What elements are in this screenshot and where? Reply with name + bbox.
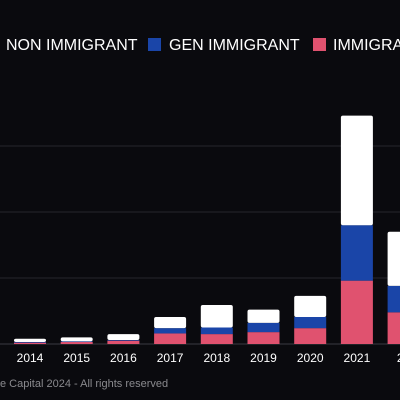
copyright-footer: e Capital 2024 - All rights reserved xyxy=(0,378,168,390)
x-tick-label-2022: 20 xyxy=(397,351,400,365)
legend-label-gen-immigrant: GEN IMMIGRANT xyxy=(169,37,300,54)
bar-immigrant-2022 xyxy=(387,312,400,344)
bar-immigrant-2014 xyxy=(14,342,46,344)
legend-label-immigrant: IMMIGRA xyxy=(333,37,400,54)
x-tick-label-2017: 2017 xyxy=(157,351,184,365)
bar-immigrant-2021 xyxy=(340,280,373,344)
bar-immigrant-2015 xyxy=(60,342,93,344)
legend-label-non-immigrant: NON IMMIGRANT xyxy=(6,37,138,54)
x-tick-label-2019: 2019 xyxy=(250,351,277,365)
bar-gen-immigrant-2019 xyxy=(247,322,280,333)
x-tick-label-2021: 2021 xyxy=(344,351,371,365)
bar-non-immigrant-2022 xyxy=(387,231,400,286)
x-tick-label-2018: 2018 xyxy=(203,351,230,365)
bar-immigrant-2020 xyxy=(294,328,327,344)
bar-non-immigrant-2021 xyxy=(340,115,373,226)
bar-gen-immigrant-2017 xyxy=(154,328,187,334)
legend: NON IMMIGRANT GEN IMMIGRANT IMMIGRA xyxy=(6,37,400,54)
legend-swatch-immigrant xyxy=(313,38,326,51)
bar-non-immigrant-2014 xyxy=(14,338,46,343)
x-tick-label-2020: 2020 xyxy=(297,351,324,365)
x-tick-label-2016: 2016 xyxy=(110,351,137,365)
bar-gen-immigrant-2021 xyxy=(340,225,373,281)
bar-gen-immigrant-2014 xyxy=(14,342,46,343)
bar-gen-immigrant-2015 xyxy=(60,341,93,343)
x-tick-label-2014: 2014 xyxy=(17,351,44,365)
bar-gen-immigrant-2018 xyxy=(200,327,233,335)
gridlines xyxy=(0,145,400,345)
bar-gen-immigrant-2020 xyxy=(294,316,327,329)
x-tick-label-2015: 2015 xyxy=(63,351,90,365)
bar-non-immigrant-2016 xyxy=(107,334,140,341)
bar-immigrant-2019 xyxy=(247,332,280,344)
bar-immigrant-2017 xyxy=(154,333,187,344)
bars xyxy=(14,115,400,344)
bar-non-immigrant-2015 xyxy=(60,337,93,342)
bar-non-immigrant-2017 xyxy=(154,316,187,329)
bar-immigrant-2016 xyxy=(107,340,140,344)
bar-non-immigrant-2020 xyxy=(294,295,327,317)
x-axis-ticks: 2014 2015 2016 2017 2018 2019 2020 2021 20 xyxy=(17,351,400,365)
legend-swatch-gen-immigrant xyxy=(148,38,161,51)
bar-immigrant-2018 xyxy=(200,334,233,344)
bar-non-immigrant-2019 xyxy=(247,309,280,323)
bar-gen-immigrant-2016 xyxy=(107,340,140,341)
bar-non-immigrant-2018 xyxy=(200,305,233,328)
bar-gen-immigrant-2022 xyxy=(387,285,400,313)
